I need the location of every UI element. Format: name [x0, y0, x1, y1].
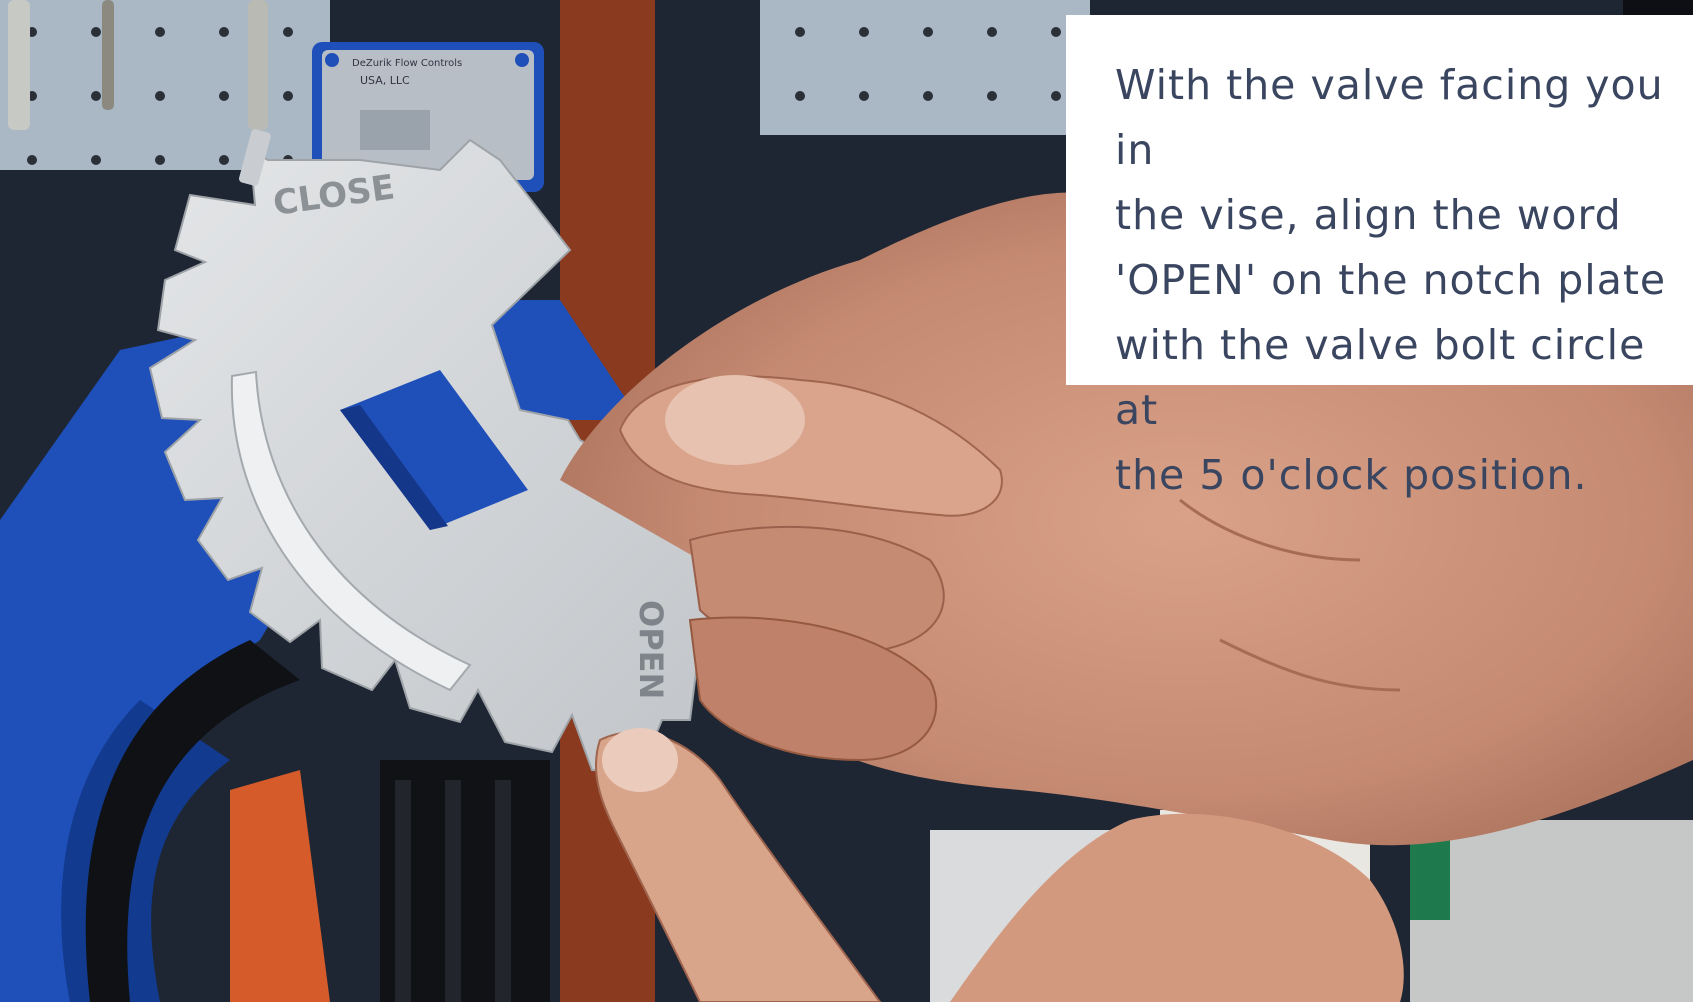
hanging-tool — [248, 0, 268, 130]
corner-overlay — [1623, 0, 1693, 15]
nameplate-line2: USA, LLC — [360, 74, 410, 87]
caption-line: 'OPEN' on the notch plate — [1115, 256, 1667, 304]
caption-line: with the valve bolt circle at — [1115, 321, 1646, 434]
notch-plate: CLOSE OPEN — [148, 129, 784, 774]
vise — [380, 760, 550, 1002]
gasket-ring — [85, 640, 300, 1002]
pegboard-left — [0, 0, 330, 170]
hanging-tool — [102, 0, 114, 110]
caption-text: With the valve facing you in the vise, a… — [1115, 53, 1673, 508]
caption-line: the 5 o'clock position. — [1115, 451, 1588, 499]
thumbnail — [665, 375, 805, 465]
hanging-tool — [8, 0, 30, 130]
instruction-caption: With the valve facing you in the vise, a… — [1066, 15, 1693, 499]
pegboard-right — [760, 0, 1090, 135]
valve-body — [0, 300, 640, 1002]
orange-tool — [230, 770, 330, 1002]
plate-label-open: OPEN — [632, 600, 670, 699]
caption-line: With the valve facing you in — [1115, 61, 1664, 174]
caption-line: the vise, align the word — [1115, 191, 1622, 239]
nameplate-line1: DeZurik Flow Controls — [352, 58, 462, 69]
